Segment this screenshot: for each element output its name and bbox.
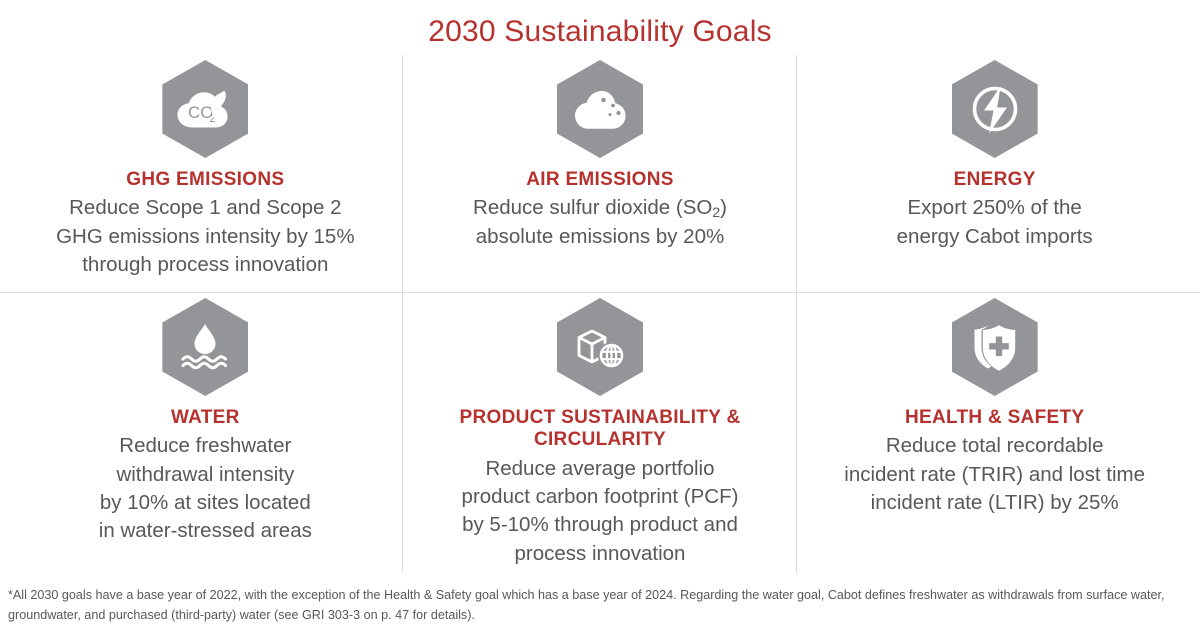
goal-line: through process innovation [82, 252, 329, 276]
goal-heading: WATER [170, 407, 240, 428]
goal-line: product carbon footprint (PCF) [461, 485, 739, 509]
goal-card-ghg-emissions: CO 2 GHG EMISSIONS Reduce Scope 1 and Sc… [0, 55, 403, 293]
goal-heading: AIR EMISSIONS [526, 169, 674, 190]
svg-text:2: 2 [210, 113, 216, 125]
goal-description: Reduce total recordable incident rate (T… [815, 432, 1174, 517]
footnote: *All 2030 goals have a base year of 2022… [8, 588, 1165, 622]
goal-heading: GHG EMISSIONS [126, 169, 285, 190]
shield-cross-icon [951, 298, 1038, 396]
icon-container [26, 295, 385, 399]
goal-line: in water-stressed areas [98, 519, 312, 543]
goal-description: Reduce Scope 1 and Scope 2 GHG emissions… [26, 194, 385, 279]
goal-line: Reduce average portfolio [485, 456, 715, 480]
goal-heading: HEALTH & SAFETY [904, 407, 1085, 428]
goal-card-air-emissions: AIR EMISSIONS Reduce sulfur dioxide (SO2… [402, 55, 798, 293]
goal-card-health-safety: HEALTH & SAFETY Reduce total recordable … [797, 293, 1192, 573]
goal-description: Reduce freshwater withdrawal intensity b… [26, 432, 385, 545]
icon-container [815, 295, 1174, 399]
goal-card-product-sustainability: PRODUCT SUSTAINABILITY & CIRCULARITY Red… [403, 293, 798, 573]
goal-line: Export 250% of the [907, 196, 1082, 220]
goal-line: Reduce sulfur dioxide (SO2) [473, 196, 727, 221]
icon-container: CO 2 [26, 57, 385, 161]
goal-heading-line: PRODUCT SUSTAINABILITY [459, 407, 721, 428]
goal-line: Reduce Scope 1 and Scope 2 [69, 196, 342, 220]
icon-container [421, 57, 780, 161]
goals-grid: CO 2 GHG EMISSIONS Reduce Scope 1 and Sc… [0, 55, 1200, 573]
goal-heading: ENERGY [953, 169, 1036, 190]
goal-line: by 10% at sites located [99, 490, 311, 514]
goal-line: energy Cabot imports [896, 224, 1093, 248]
goal-line: incident rate (TRIR) and lost time [844, 462, 1146, 486]
goal-line: incident rate (LTIR) by 25% [870, 490, 1119, 514]
goal-line: withdrawal intensity [116, 462, 295, 486]
icon-container [815, 57, 1174, 161]
svg-text:CO: CO [188, 103, 214, 122]
goal-line: Reduce freshwater [119, 434, 292, 458]
goal-description: Export 250% of the energy Cabot imports [815, 194, 1174, 251]
goal-line: absolute emissions by 20% [475, 224, 725, 248]
cloud-particles-icon [556, 60, 643, 158]
goal-line: process innovation [514, 541, 686, 565]
icon-container [421, 295, 780, 399]
goal-description: Reduce average portfolio product carbon … [421, 455, 780, 568]
goal-line: by 5-10% through product and [462, 513, 738, 537]
co2-cloud-leaf-icon: CO 2 [162, 60, 249, 158]
goal-card-energy: ENERGY Export 250% of the energy Cabot i… [797, 55, 1200, 293]
goal-description: Reduce sulfur dioxide (SO2) absolute emi… [421, 194, 780, 251]
box-globe-icon [556, 298, 643, 396]
goal-card-water: WATER Reduce freshwater withdrawal inten… [8, 293, 403, 573]
page-title: 2030 Sustainability Goals [428, 15, 772, 48]
water-droplet-waves-icon [162, 298, 249, 396]
goal-line: GHG emissions intensity by 15% [56, 224, 355, 248]
goal-line: Reduce total recordable [885, 434, 1104, 458]
goal-heading-line: & CIRCULARITY [533, 407, 741, 451]
lightning-bolt-circle-icon [951, 60, 1038, 158]
goal-heading: PRODUCT SUSTAINABILITY & CIRCULARITY [421, 407, 780, 452]
